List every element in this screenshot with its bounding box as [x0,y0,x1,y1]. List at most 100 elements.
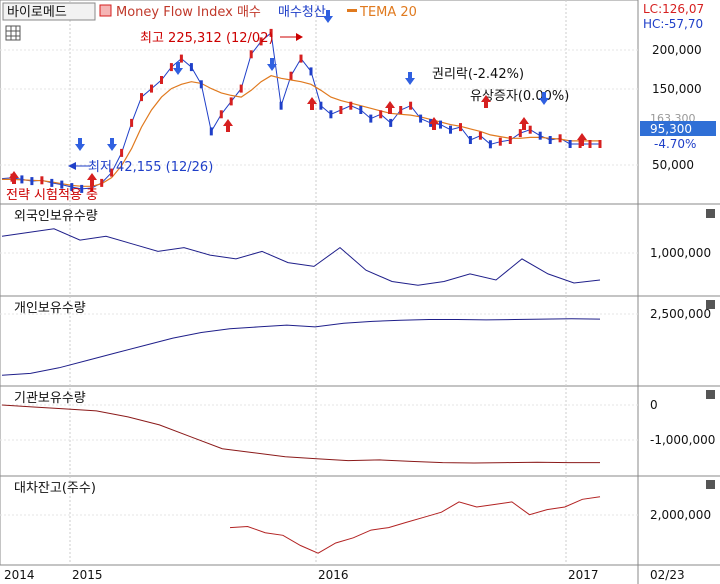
candle [160,76,163,84]
candle [528,125,532,134]
loan-balance-line [229,496,601,554]
buy-arrow-icon [519,117,529,130]
hc-label: HC:-57,70 [643,17,703,31]
current-price: 95,300 [650,122,692,136]
candle [369,114,373,123]
buy-arrow-icon [429,117,439,130]
candle [110,168,114,177]
candle [30,177,34,186]
individual-tick: 2,500,000 [650,307,711,321]
grid-toggle-icon[interactable] [5,25,21,41]
candle [20,175,24,184]
buy-arrow-icon [577,133,587,146]
price-change: -4.70% [654,137,696,151]
institution-tick-neg: -1,000,000 [650,433,715,447]
indicator-label: Money Flow Index 매수 [116,5,261,20]
buy-arrow-icon [307,97,317,110]
annotation-low: 최저 42,155 (12/26) [88,160,213,175]
candle [279,101,283,110]
candle [518,129,522,138]
buy-arrow-icon [481,95,491,108]
sell-arrow-icon [405,72,415,85]
candle [548,136,552,144]
candle [239,84,243,93]
candle [339,106,343,114]
buy-arrow-icon [87,173,97,186]
close-icon[interactable] [706,480,715,489]
buy-clear-label: 매수청산 [278,5,326,20]
candle [389,118,393,127]
individual-holding-line [1,318,601,376]
candle [409,101,413,110]
candle [508,136,512,144]
candle [459,123,462,132]
tema-label: TEMA 20 [359,5,417,20]
x-label-2014: 2014 [4,568,35,582]
price-tick-50000: 50,000 [652,158,694,172]
foreign-tick: 1,000,000 [650,246,711,260]
candle [219,110,223,119]
x-label-2016: 2016 [318,568,349,582]
institution-tick-0: 0 [650,398,658,412]
candle [299,54,303,63]
high-arrow-icon [296,33,303,41]
candle [70,183,74,192]
candle [120,148,124,157]
candle [449,125,452,134]
candle [229,97,233,106]
candle [379,110,383,119]
buy-arrow-icon [9,171,19,184]
candle [199,80,203,89]
price-tick-150000: 150,000 [652,82,702,96]
panel-title-individual: 개인보유수량 [14,301,86,316]
sell-arrow-icon [173,62,183,75]
institution-holding-line [1,404,600,464]
current-price-box [640,121,716,136]
candle [130,118,134,127]
panel-title-institution: 기관보유수량 [14,391,86,406]
candle [598,140,602,148]
candle [319,101,323,110]
close-icon[interactable] [706,300,715,309]
candle [140,93,143,102]
candle [209,127,213,136]
ticker-box[interactable] [2,2,96,21]
candle [90,184,94,192]
price-tick-200000: 200,000 [652,43,702,57]
signal-arrows [9,10,587,186]
candle [498,137,502,146]
close-icon[interactable] [706,390,715,399]
sell-arrow-icon [107,138,117,151]
candle [80,184,84,193]
candle [568,140,572,148]
low-arrow-icon [68,162,76,170]
candle [488,140,492,149]
annotation-high: 최고 225,312 (12/02) [140,31,274,46]
sell-arrow-icon [267,58,277,71]
candle [538,131,542,140]
candle [359,106,363,114]
candle [439,120,442,129]
ticker-name: 바이로메드 [7,5,67,20]
close-icon[interactable] [706,209,715,218]
indicator-swatch [99,4,112,17]
candle [50,178,54,187]
panel-title-foreign: 외국인보유수량 [14,209,98,224]
candle [349,101,353,110]
candle [40,176,44,185]
candle [150,84,153,93]
candle [399,106,403,114]
sell-arrow-icon [539,92,549,105]
annotation-rights: 권리락(-2.42%) [432,67,524,82]
candle [329,110,333,119]
annotation-strategy: 전략 시험적용 중 [6,188,98,203]
sell-arrow-icon [323,10,333,23]
tema-swatch [347,9,357,12]
candle [179,54,183,63]
loan-tick: 2,000,000 [650,508,711,522]
candle [588,140,592,148]
candle [60,180,64,189]
candle [259,37,263,46]
candle [169,63,173,72]
